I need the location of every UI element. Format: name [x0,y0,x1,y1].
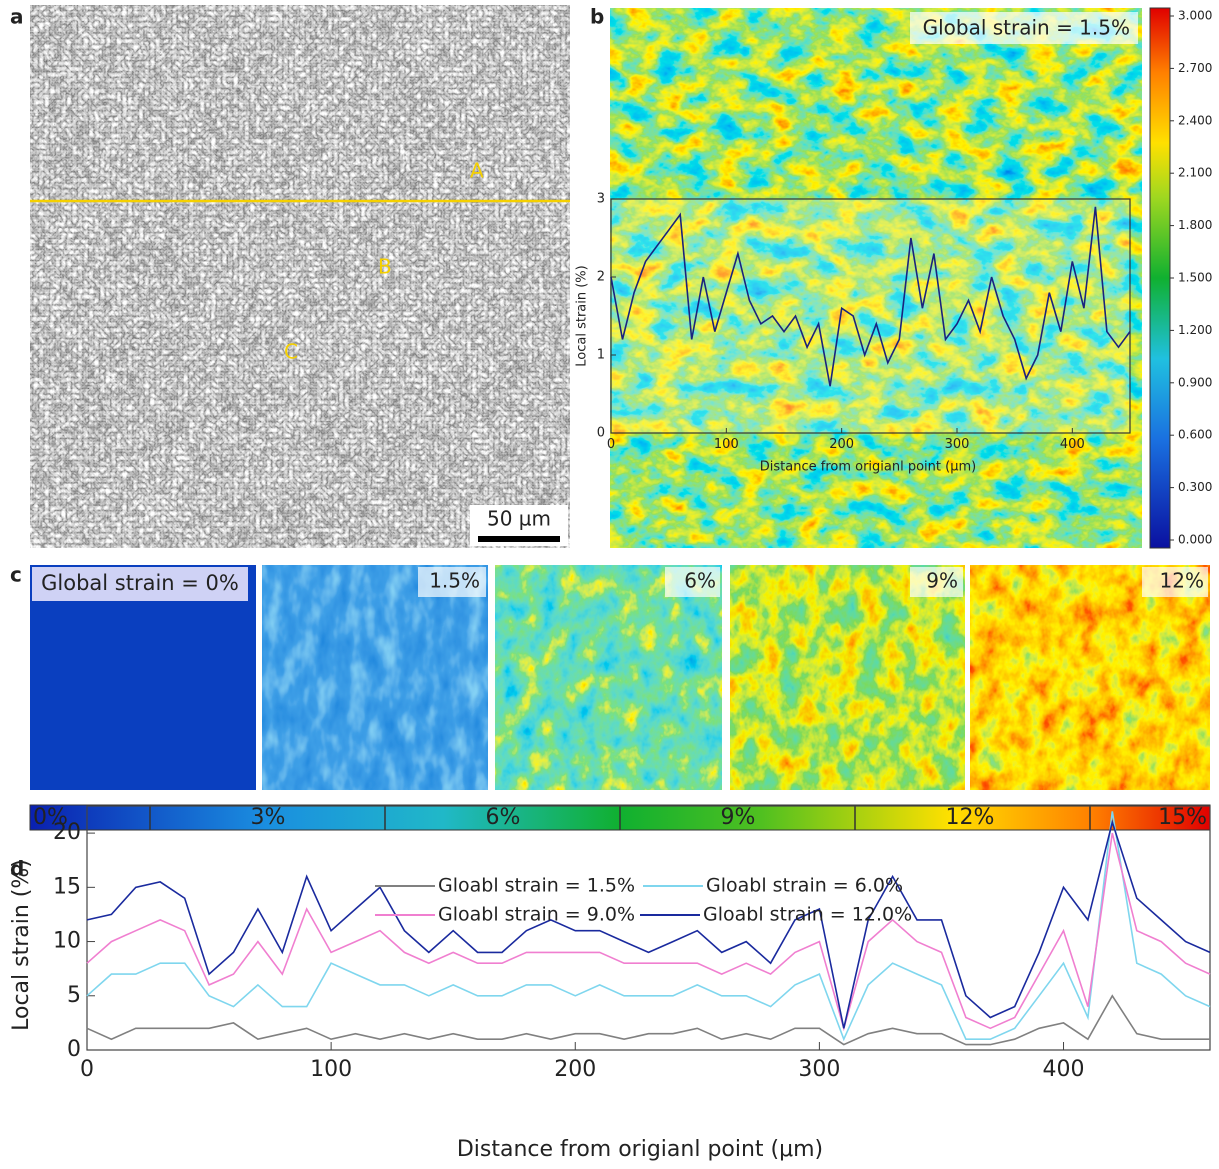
x-tick-label: 100 [310,1057,352,1082]
map-label: Global strain = 0% [41,571,239,595]
y-tick-label: 1 [597,348,605,363]
colorbar-tick-label: 0.000 [1178,533,1212,547]
colorbar-label: 6% [486,805,521,830]
x-tick-label: 400 [1043,1057,1085,1082]
y-tick-label: 2 [597,270,605,285]
colorbar-tick-label: 0.300 [1178,480,1212,494]
x-tick-label: 100 [714,437,739,452]
colorbar-tick-label: 3.000 [1178,9,1212,23]
y-axis-label: Local strain (%) [575,265,590,367]
series-line [86,811,1211,1042]
legend-label: Gloabl strain = 9.0% [438,904,635,926]
x-tick-label: 200 [829,437,854,452]
series-line [610,206,1131,387]
strain-map [262,565,488,790]
x-tick-label: 400 [1060,437,1085,452]
label-box [32,567,248,601]
legend-label: Gloabl strain = 1.5% [438,875,635,897]
micrograph [30,5,570,548]
colorbar-label: 9% [721,805,756,830]
annotation: Global strain = 1.5% [923,16,1130,40]
colorbar-tick-label: 1.800 [1178,218,1212,232]
x-tick-label: 0 [80,1057,94,1082]
panel-label: c [10,563,22,587]
plot-frame [86,805,1211,1051]
legend-label: Gloabl strain = 12.0% [703,904,912,926]
map-label: 9% [926,569,958,593]
y-tick-label: 10 [53,929,81,954]
colorbar-label: 3% [251,805,286,830]
x-tick-label: 200 [554,1057,596,1082]
colorbar-tick-label: 2.700 [1178,61,1212,75]
colorbar [1149,7,1171,549]
label-box [1142,567,1208,597]
label-box [910,567,963,597]
y-tick-label: 5 [67,983,81,1008]
colorbar-tick-label: 2.400 [1178,113,1212,127]
colorbar-label: 12% [946,805,995,830]
map-label: 6% [684,569,716,593]
colorbar-tick-label: 0.900 [1178,375,1212,389]
series-line [86,819,1211,1029]
colorbar-tick-label: 0.600 [1178,428,1212,442]
y-tick-label: 20 [53,820,81,845]
annotation-box [910,12,1138,44]
region-label: B [378,255,392,279]
y-tick-label: 0 [67,1037,81,1062]
x-tick-label: 300 [945,437,970,452]
colorbar-label: 15% [1158,805,1207,830]
scale-label: 50 µm [487,507,551,531]
colorbar-tick-label: 1.200 [1178,323,1212,337]
strain-map [730,565,965,790]
legend-label: Gloabl strain = 6.0% [706,875,903,897]
label-box [418,567,486,597]
panel-label: a [10,5,24,29]
colorbar-tick-label: 2.100 [1178,166,1212,180]
scale-bar [478,536,560,542]
region-label: A [470,159,484,183]
y-axis-label: Local strain (%) [9,859,34,1031]
y-tick-label: 0 [597,426,605,441]
strain-map [495,565,722,790]
plot-frame [610,198,1131,434]
colorbar-tick-label: 1.500 [1178,271,1212,285]
map-label: 12% [1160,569,1204,593]
x-axis-label: Distance from origianl point (μm) [760,460,976,475]
strain-map [970,565,1210,790]
colorbar-dividers [149,805,1091,830]
strain-map [30,565,256,790]
label-box [665,567,720,597]
colorbar-label: 0% [33,805,68,830]
plot-shade [610,199,1130,433]
panel-label: d [10,857,24,881]
map-label: 1.5% [429,569,480,593]
series-line [86,832,1211,1032]
x-tick-label: 0 [607,437,615,452]
y-tick-label: 3 [597,192,605,207]
series-line [86,994,1210,1046]
y-tick-label: 15 [53,874,81,899]
x-tick-label: 300 [798,1057,840,1082]
panel-label: b [590,5,604,29]
strain-map [610,8,1142,548]
region-label: C [284,340,298,364]
x-axis-label: Distance from origianl point (μm) [457,1137,823,1162]
